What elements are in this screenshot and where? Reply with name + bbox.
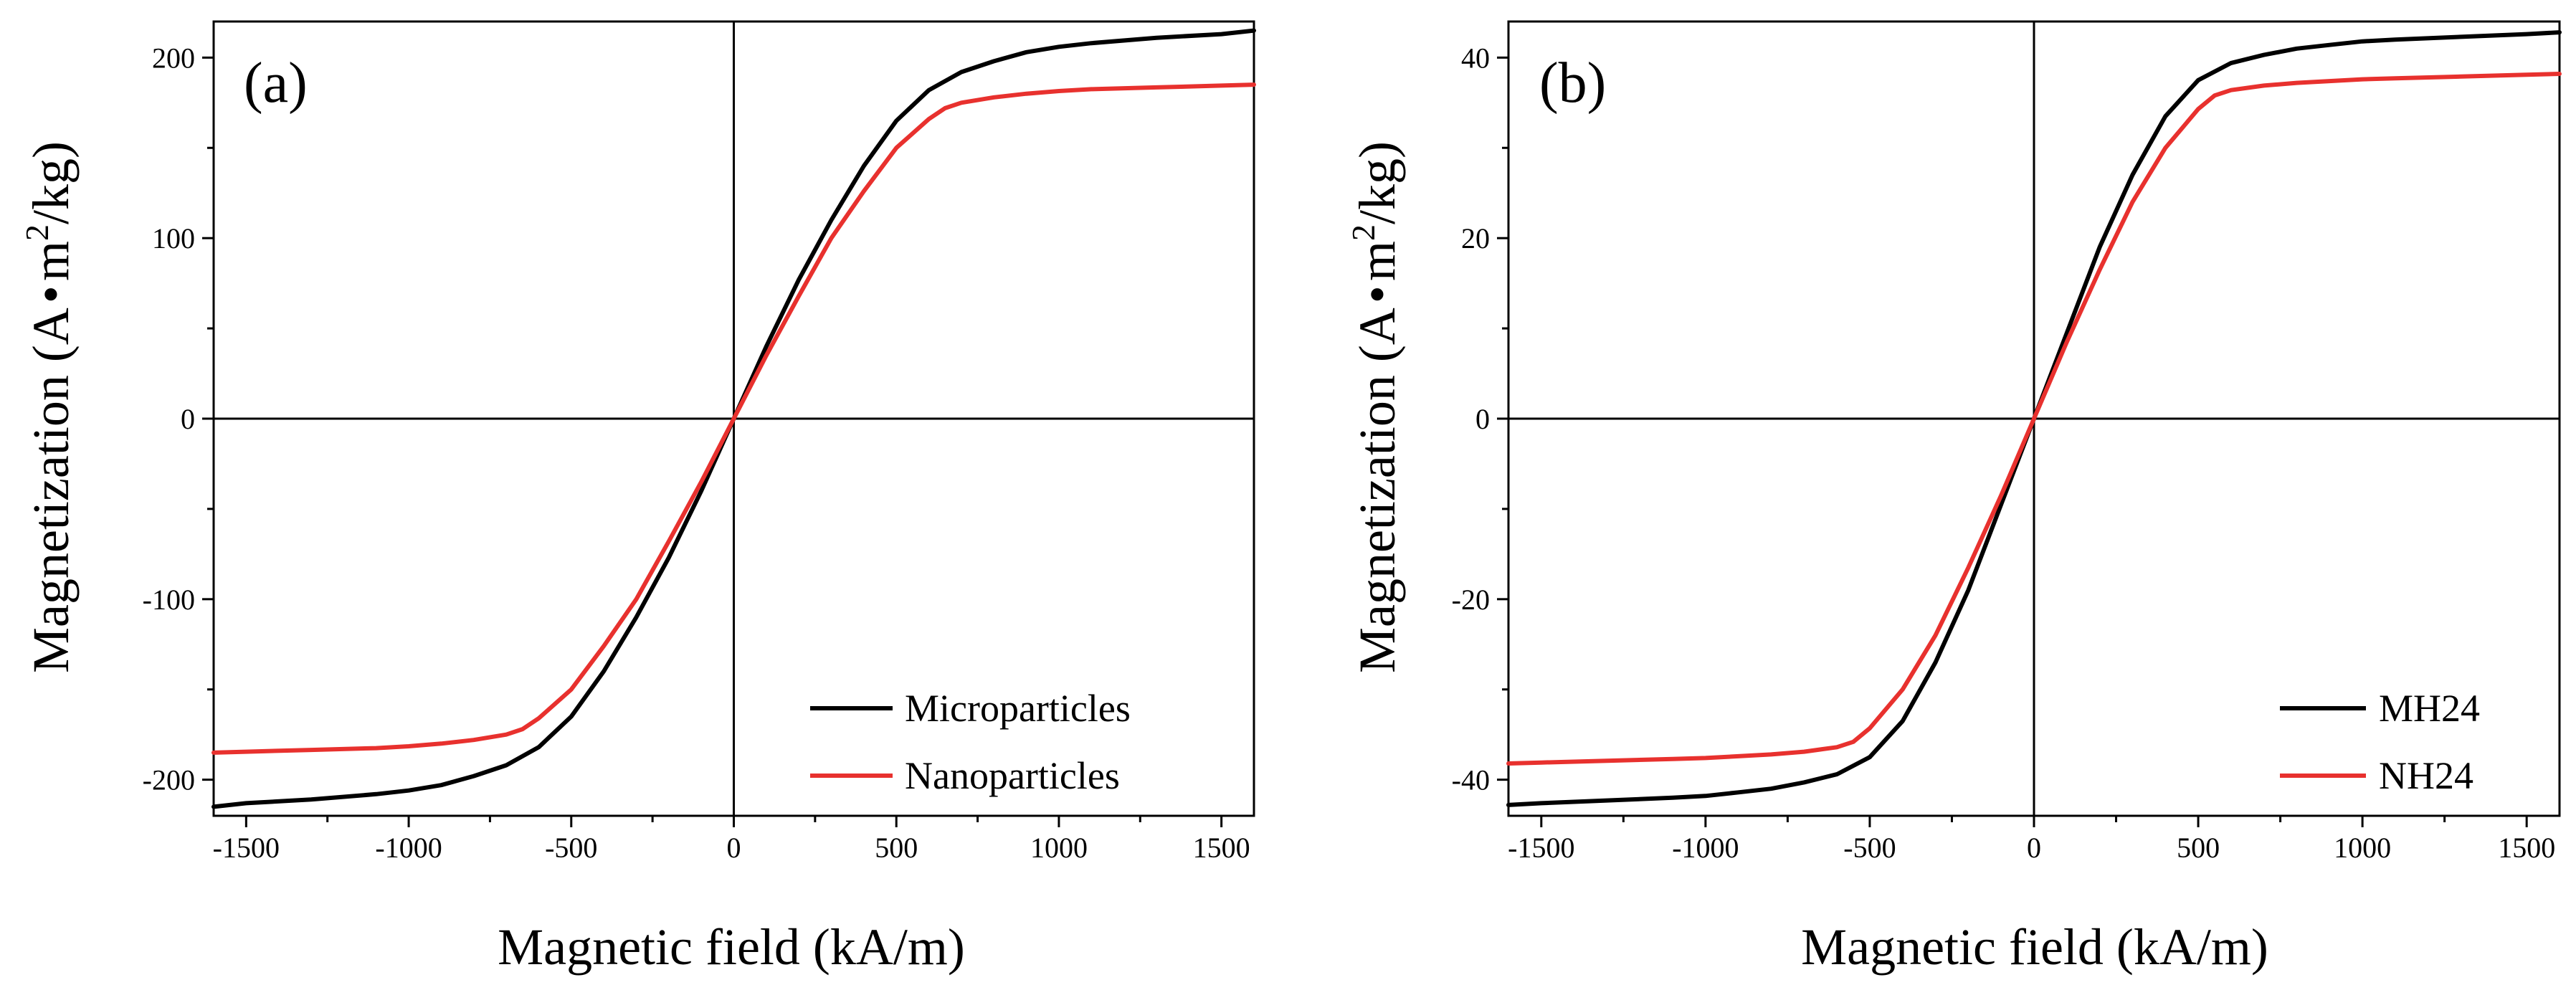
y-axis-title-a-dot: • xyxy=(22,285,80,303)
y-tick-label-a: 0 xyxy=(181,403,195,435)
y-axis-title-a-unit: m xyxy=(22,241,80,281)
legend-b: MH24 NH24 xyxy=(2280,687,2480,797)
x-tick-label-a: 1500 xyxy=(1193,832,1250,864)
y-axis-title-b-main: Magnetization (A xyxy=(1349,308,1406,673)
legend-a: Microparticles Nanoparticles xyxy=(810,687,1131,797)
x-tick-label-a: 500 xyxy=(875,832,918,864)
y-tick-label-b: 0 xyxy=(1475,403,1490,435)
x-tick-label-a: -500 xyxy=(545,832,597,864)
x-tick-label-b: 0 xyxy=(2027,832,2041,864)
legend-label-mh24: MH24 xyxy=(2379,687,2480,730)
y-tick-label-b: 40 xyxy=(1461,42,1490,74)
x-tick-label-a: 0 xyxy=(727,832,741,864)
panel-label-b: (b) xyxy=(1539,52,1606,115)
y-axis-title-a-main: Magnetization (A xyxy=(22,308,80,673)
series-line-nh24 xyxy=(1506,72,2562,766)
x-tick-label-a: 1000 xyxy=(1030,832,1088,864)
y-tick-label-a: -200 xyxy=(143,764,195,796)
x-tick-label-a: -1000 xyxy=(375,832,442,864)
y-axis-title-a-tail: /kg) xyxy=(22,141,80,224)
legend-label-nanoparticles: Nanoparticles xyxy=(905,754,1120,797)
y-tick-label-a: 100 xyxy=(152,222,195,254)
y-axis-title-b-tail: /kg) xyxy=(1349,141,1406,224)
y-tick-label-b: -20 xyxy=(1452,584,1490,616)
legend-label-microparticles: Microparticles xyxy=(905,687,1131,730)
y-axis-title-b: Magnetization (A • m2/kg) xyxy=(1345,141,1406,673)
x-tick-label-b: 500 xyxy=(2177,832,2220,864)
y-tick-label-a: -100 xyxy=(143,584,195,616)
x-tick-label-b: 1500 xyxy=(2498,832,2555,864)
y-axis-title-b-sup: 2 xyxy=(1345,224,1382,241)
series-line-nanoparticles xyxy=(212,82,1256,755)
x-tick-label-a: -1500 xyxy=(213,832,280,864)
y-tick-label-b: -40 xyxy=(1452,764,1490,796)
panel-label-a: (a) xyxy=(244,52,308,115)
panel-b: (b) Magnetic field (kA/m) Magnetization … xyxy=(1345,20,2562,976)
y-axis-title-b-dot: • xyxy=(1349,285,1406,303)
x-tick-label-b: -1000 xyxy=(1672,832,1739,864)
y-tick-label-a: 200 xyxy=(152,42,195,74)
legend-label-nh24: NH24 xyxy=(2379,754,2473,797)
x-axis-title-a: Magnetic field (kA/m) xyxy=(498,918,965,976)
x-tick-label-b: -1500 xyxy=(1508,832,1574,864)
y-tick-label-b: 20 xyxy=(1461,222,1490,254)
panel-a: (a) Magnetic field (kA/m) Magnetization … xyxy=(19,20,1256,976)
x-tick-label-b: -500 xyxy=(1843,832,1896,864)
x-axis-title-b: Magnetic field (kA/m) xyxy=(1801,918,2268,976)
y-axis-title-b-unit: m xyxy=(1349,241,1406,281)
y-axis-title-a-sup: 2 xyxy=(19,224,55,241)
x-tick-label-b: 1000 xyxy=(2334,832,2391,864)
y-axis-title-a: Magnetization (A • m2/kg) xyxy=(19,141,80,673)
